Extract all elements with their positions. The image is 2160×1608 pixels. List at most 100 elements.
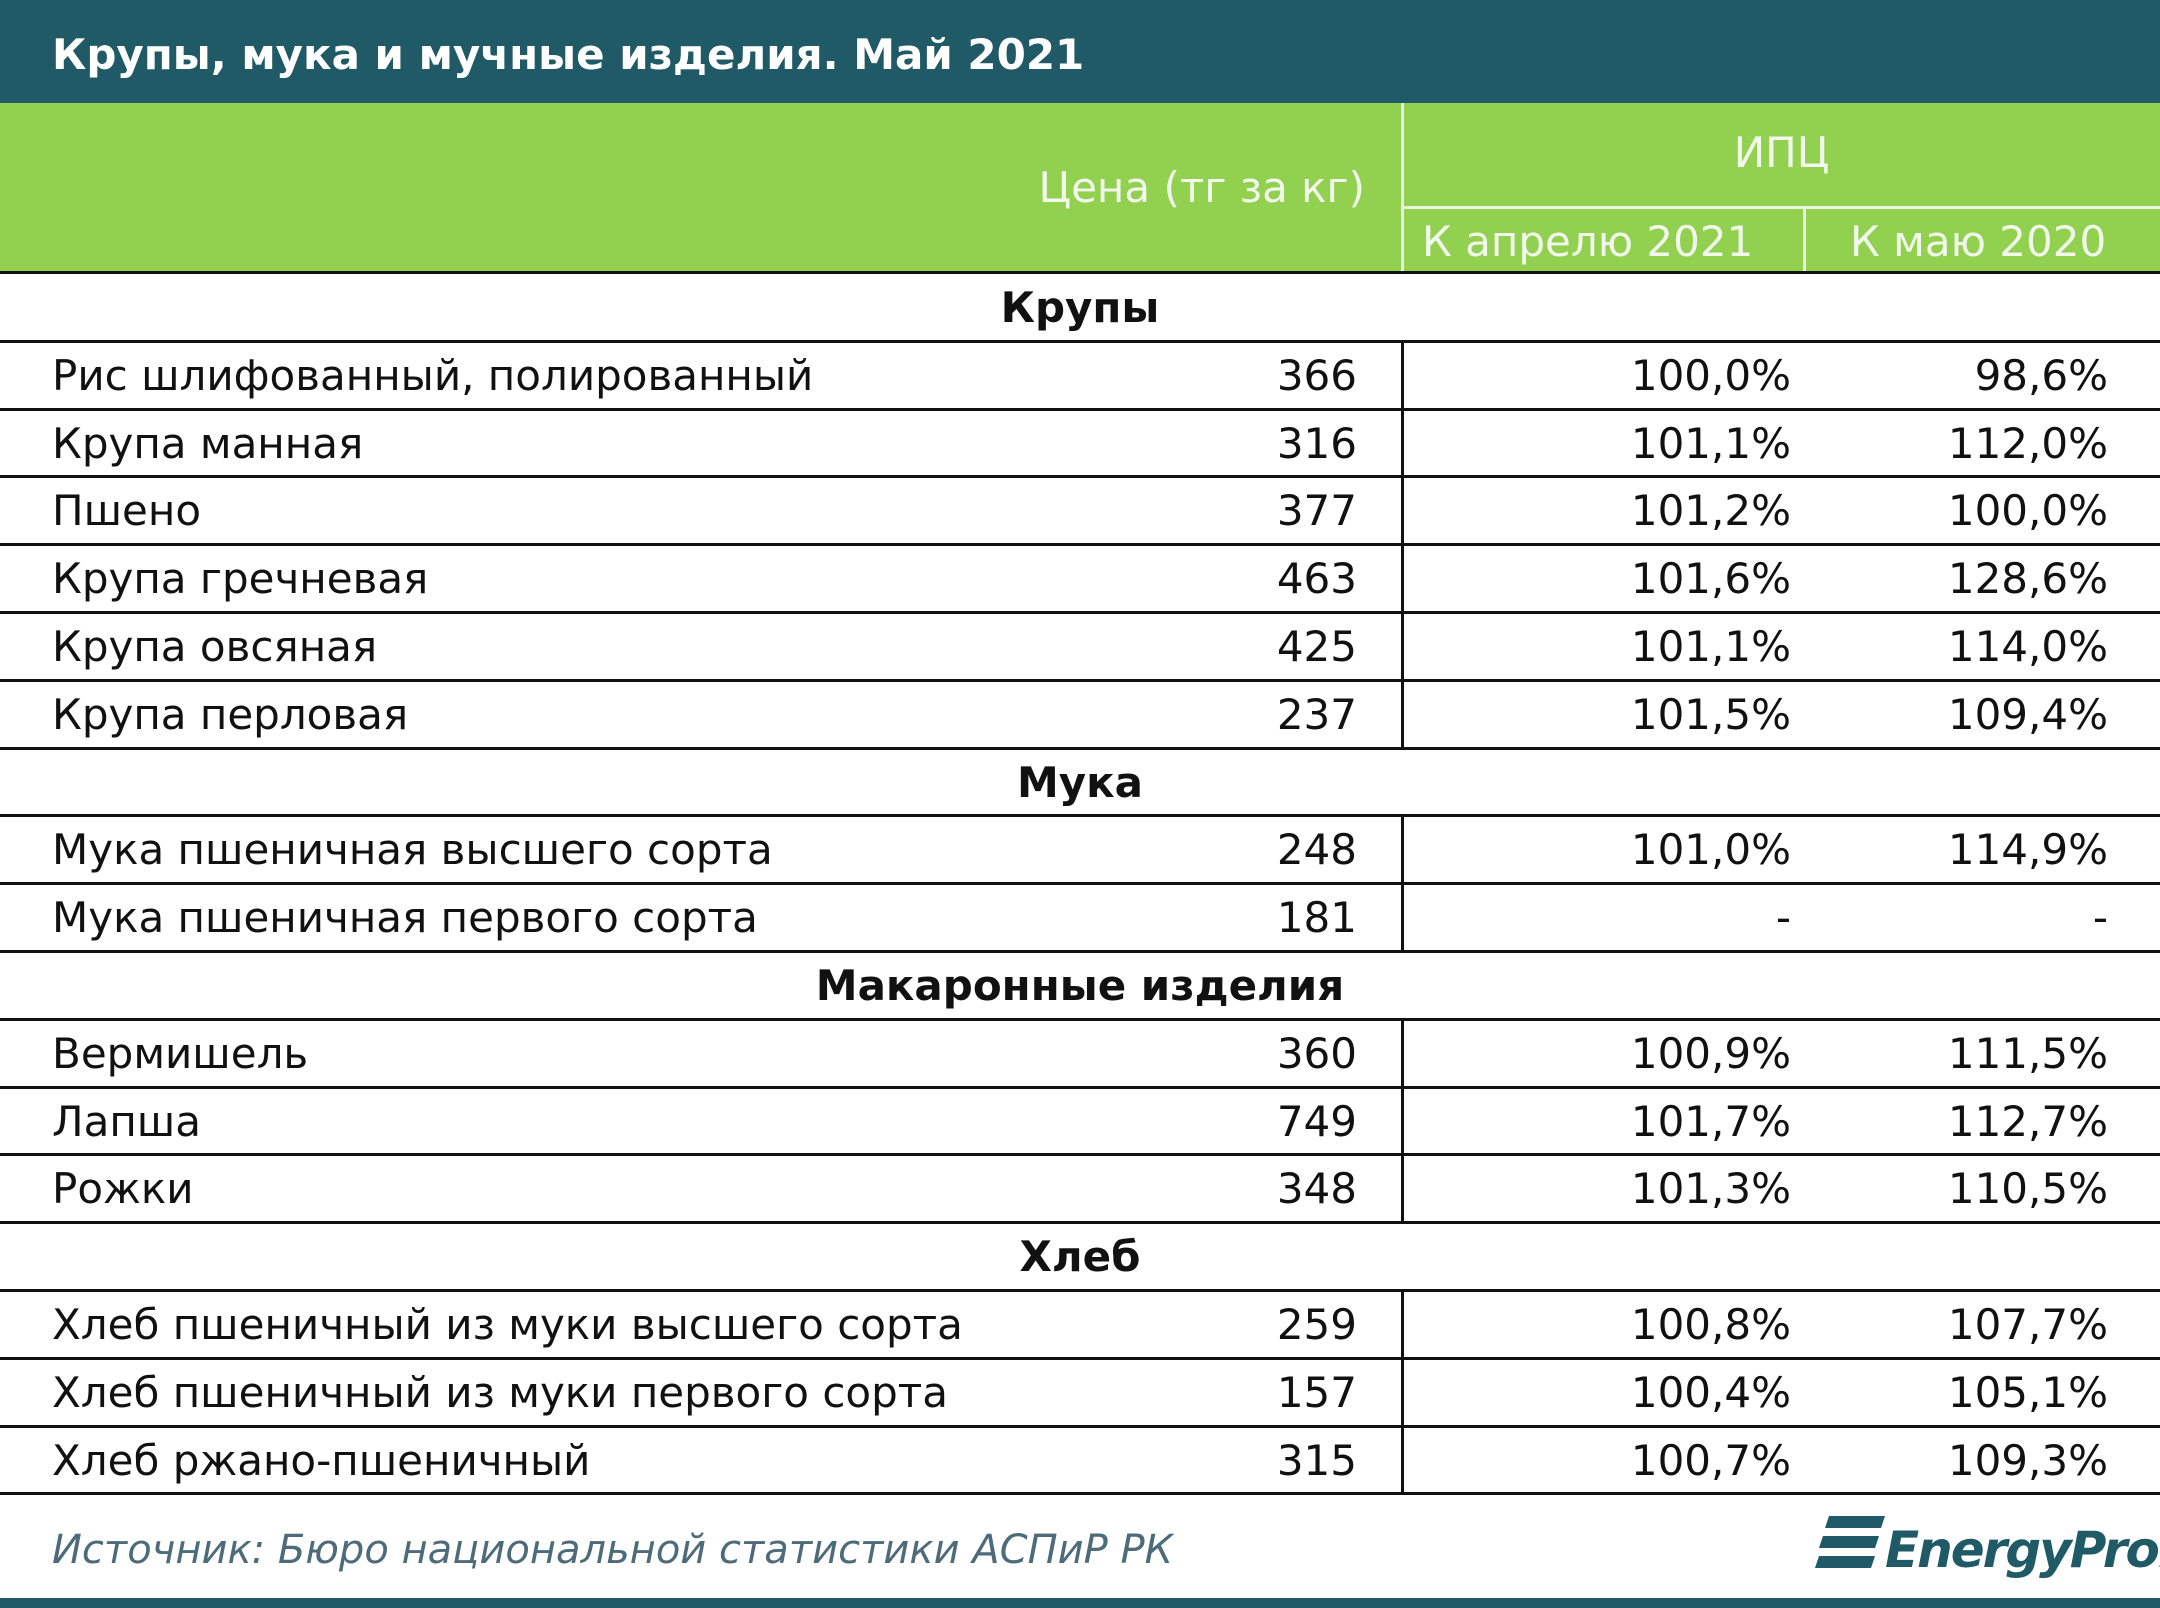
row-line	[0, 611, 2160, 614]
section-title: Крупы	[1000, 283, 1160, 332]
row-line	[0, 1289, 2160, 1292]
row-name: Крупа перловая	[52, 689, 409, 739]
row-line	[0, 475, 2160, 479]
row-line	[0, 407, 2160, 411]
cpi-april: 100,0%	[1630, 350, 1791, 400]
row-line	[0, 746, 2160, 750]
row-name: Хлеб пшеничный из муки первого сорта	[52, 1367, 948, 1417]
col-divider	[1401, 613, 1404, 681]
cpi-april: 101,3%	[1630, 1164, 1791, 1214]
header-border	[0, 271, 2160, 274]
cpi-may: 112,0%	[1947, 418, 2108, 468]
cpi-may: 111,5%	[1947, 1028, 2108, 1078]
row-line	[0, 1085, 2160, 1089]
logo-icon	[1815, 1516, 1885, 1568]
row-line	[0, 339, 2160, 343]
header-divider	[1403, 206, 2160, 209]
row-name: Крупа манная	[52, 418, 364, 468]
col-divider	[1401, 680, 1404, 749]
price: 348	[1276, 1164, 1357, 1214]
cpi-april: 101,6%	[1630, 554, 1791, 604]
section-title: Мука	[1016, 757, 1144, 807]
cpi-may: 109,4%	[1947, 689, 2108, 739]
row-line	[0, 882, 2160, 886]
cpi-may: 112,7%	[1947, 1096, 2108, 1146]
price-header: Цена (тг за кг)	[1038, 163, 1365, 212]
col-divider	[1401, 1291, 1404, 1359]
cpi-april: 101,1%	[1630, 418, 1791, 468]
row-line	[0, 1153, 2160, 1157]
price: 377	[1276, 486, 1357, 536]
col-divider	[1401, 816, 1404, 885]
header-divider	[1401, 103, 1404, 271]
price: 366	[1276, 350, 1357, 400]
row-name: Мука пшеничная высшего сорта	[52, 825, 773, 875]
price: 316	[1276, 418, 1357, 468]
row-name: Вермишель	[52, 1028, 309, 1078]
cpi-header: ИПЦ	[1733, 128, 1830, 177]
row-line	[0, 1424, 2160, 1428]
cpi-may: 110,5%	[1947, 1164, 2108, 1214]
row-name: Рожки	[52, 1164, 194, 1214]
header-bg	[0, 103, 2160, 271]
col-divider	[1401, 1426, 1404, 1495]
row-line	[0, 1492, 2160, 1496]
cpi-may: 100,0%	[1947, 486, 2108, 536]
may-header: К маю 2020	[1850, 217, 2107, 266]
col-divider	[1401, 545, 1404, 613]
row-name: Рис шлифованный, полированный	[52, 350, 814, 400]
logo: EnergyProm	[1885, 1521, 2160, 1579]
row-line	[0, 814, 2160, 818]
cpi-april: 100,7%	[1630, 1435, 1791, 1485]
col-divider	[1401, 477, 1404, 546]
col-divider	[1401, 884, 1404, 952]
col-divider	[1401, 341, 1404, 410]
cpi-april: 100,8%	[1630, 1300, 1791, 1349]
section-title: Макаронные изделия	[815, 961, 1345, 1010]
row-name: Крупа гречневая	[52, 554, 429, 604]
price: 259	[1276, 1300, 1357, 1349]
cpi-may: 109,3%	[1947, 1435, 2108, 1485]
row-name: Хлеб ржано-пшеничный	[52, 1435, 591, 1485]
cpi-april: -	[1775, 893, 1791, 943]
row-name: Мука пшеничная первого сорта	[52, 893, 758, 943]
price: 425	[1276, 622, 1357, 671]
price: 248	[1276, 825, 1357, 875]
col-divider	[1401, 1087, 1404, 1156]
cpi-may: -	[2092, 893, 2108, 943]
row-line	[0, 950, 2160, 953]
cpi-april: 100,4%	[1630, 1367, 1791, 1417]
price: 463	[1276, 554, 1357, 604]
price: 749	[1276, 1096, 1357, 1146]
cpi-april: 100,9%	[1630, 1028, 1791, 1078]
col-divider	[1401, 1358, 1404, 1427]
bottom-bar	[0, 1598, 2160, 1608]
row-line	[0, 678, 2160, 682]
row-name: Крупа овсяная	[52, 622, 378, 671]
cpi-april: 101,1%	[1630, 622, 1791, 671]
title: Крупы, мука и мучные изделия. Май 2021	[52, 30, 1085, 79]
cpi-may: 105,1%	[1947, 1367, 2108, 1417]
row-line	[0, 1221, 2160, 1225]
row-line	[0, 1017, 2160, 1021]
row-line	[0, 543, 2160, 547]
cpi-may: 114,0%	[1947, 622, 2108, 671]
title-bar	[0, 0, 2160, 103]
price: 237	[1276, 689, 1357, 739]
cpi-april: 101,7%	[1630, 1096, 1791, 1146]
cpi-april: 101,0%	[1630, 825, 1791, 875]
price: 157	[1276, 1367, 1357, 1417]
cpi-april: 101,2%	[1630, 486, 1791, 536]
april-header: К апрелю 2021	[1422, 217, 1754, 266]
row-line	[0, 1356, 2160, 1360]
row-name: Лапша	[52, 1096, 201, 1146]
cpi-may: 128,6%	[1947, 554, 2108, 604]
section-title: Хлеб	[1019, 1232, 1141, 1282]
col-divider	[1401, 1019, 1404, 1088]
col-divider	[1401, 409, 1404, 478]
price: 181	[1276, 893, 1357, 943]
source: Источник: Бюро национальной статистики А…	[52, 1527, 1173, 1573]
row-name: Пшено	[52, 486, 202, 536]
price: 360	[1276, 1028, 1357, 1078]
